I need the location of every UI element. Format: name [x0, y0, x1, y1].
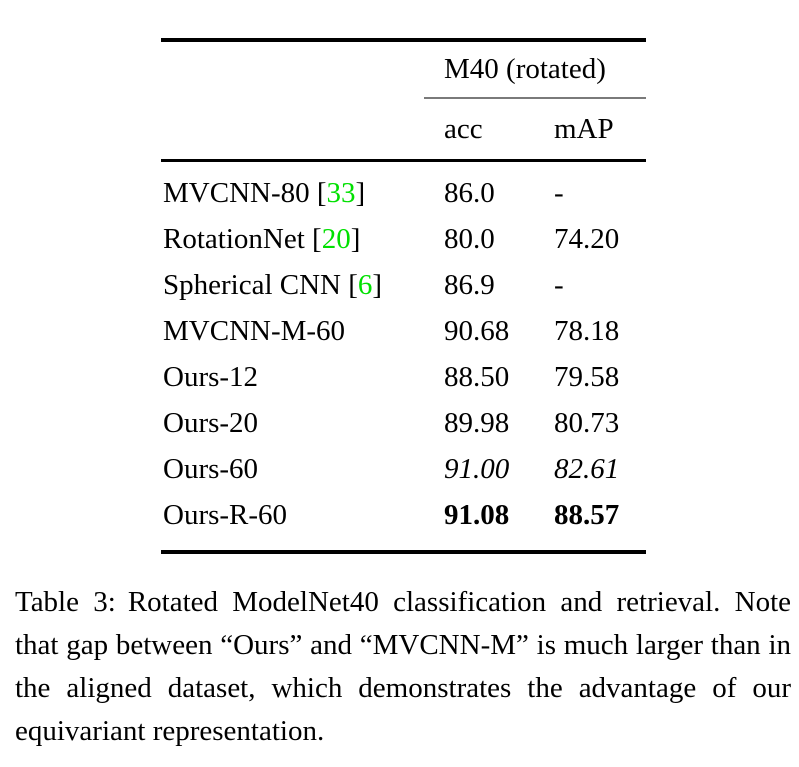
method-name: Ours-60: [163, 452, 259, 485]
caption-text: Rotated ModelNet40 classification and re…: [15, 586, 791, 747]
group-header-m40-rotated: M40 (rotated): [424, 40, 646, 99]
method-name: Ours-20: [163, 406, 259, 439]
citation-close-bracket: ]: [372, 268, 383, 301]
acc-cell: 91.00: [444, 452, 510, 485]
method-cell: RotationNet [20]: [161, 216, 424, 262]
modelnet40-rotated-table: M40 (rotated) acc mAP MVCNN-80 [33] 86.0…: [161, 38, 646, 554]
map-cell: -: [554, 176, 564, 209]
method-cell: Ours-60: [161, 446, 424, 492]
method-name: Spherical CNN: [163, 268, 341, 301]
method-cell: Ours-12: [161, 354, 424, 400]
table-row: Ours-60 91.00 82.61: [161, 446, 646, 492]
table-caption: Table 3: Rotated ModelNet40 classificatio…: [15, 581, 791, 753]
map-cell: 79.58: [554, 360, 620, 393]
citation-link[interactable]: 33: [326, 176, 356, 209]
table-row: Ours-12 88.50 79.58: [161, 354, 646, 400]
empty-header-cell: [161, 98, 424, 162]
table-body: MVCNN-80 [33] 86.0 - RotationNet [20] 80…: [161, 161, 646, 553]
column-header-map: mAP: [534, 98, 646, 162]
map-cell: -: [554, 268, 564, 301]
table-row: MVCNN-80 [33] 86.0 -: [161, 161, 646, 217]
citation-link[interactable]: 6: [357, 268, 373, 301]
results-table: M40 (rotated) acc mAP MVCNN-80 [33] 86.0…: [161, 38, 646, 554]
method-cell: Spherical CNN [6]: [161, 262, 424, 308]
acc-cell: 86.9: [444, 268, 495, 301]
acc-cell: 80.0: [444, 222, 495, 255]
table-row: Ours-20 89.98 80.73: [161, 400, 646, 446]
table-row: RotationNet [20] 80.0 74.20: [161, 216, 646, 262]
method-name: RotationNet: [163, 222, 305, 255]
table-row: Ours-R-60 91.08 88.57: [161, 492, 646, 552]
method-cell: MVCNN-80 [33]: [161, 161, 424, 217]
map-cell: 88.57: [554, 498, 620, 531]
citation: [6]: [341, 269, 382, 301]
map-cell: 82.61: [554, 452, 620, 485]
method-name: Ours-12: [163, 360, 259, 393]
citation: [33]: [310, 176, 366, 209]
group-header-row: M40 (rotated): [161, 40, 646, 99]
method-name: MVCNN-80: [163, 176, 310, 209]
citation-close-bracket: ]: [355, 176, 366, 209]
table-row: MVCNN-M-60 90.68 78.18: [161, 308, 646, 354]
empty-corner-cell: [161, 40, 424, 98]
method-cell: Ours-20: [161, 400, 424, 446]
map-cell: 74.20: [554, 222, 620, 255]
method-cell: Ours-R-60: [161, 492, 424, 552]
column-header-row: acc mAP: [161, 98, 646, 162]
method-cell: MVCNN-M-60: [161, 308, 424, 354]
acc-cell: 91.08: [444, 498, 510, 531]
map-cell: 80.73: [554, 406, 620, 439]
citation-close-bracket: ]: [350, 222, 361, 255]
acc-cell: 88.50: [444, 360, 510, 393]
column-header-acc: acc: [424, 98, 534, 162]
method-name: MVCNN-M-60: [163, 314, 346, 347]
citation-open-bracket: [: [348, 268, 358, 301]
table-row: Spherical CNN [6] 86.9 -: [161, 262, 646, 308]
acc-cell: 89.98: [444, 406, 510, 439]
citation-open-bracket: [: [312, 222, 322, 255]
citation-open-bracket: [: [316, 176, 327, 209]
caption-label: Table 3:: [15, 586, 116, 618]
acc-cell: 86.0: [444, 176, 495, 209]
map-cell: 78.18: [554, 314, 620, 347]
method-name: Ours-R-60: [163, 498, 288, 531]
citation: [20]: [305, 222, 361, 255]
citation-link[interactable]: 20: [321, 222, 351, 255]
acc-cell: 90.68: [444, 314, 510, 347]
